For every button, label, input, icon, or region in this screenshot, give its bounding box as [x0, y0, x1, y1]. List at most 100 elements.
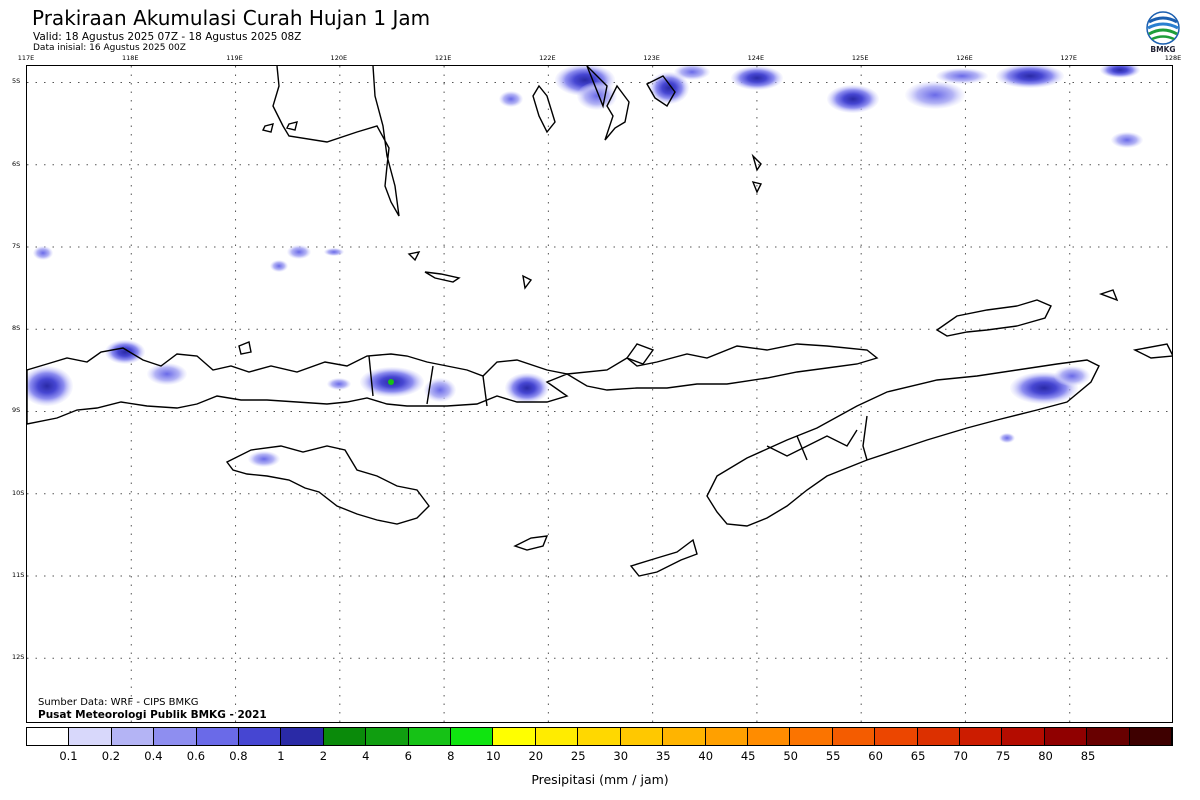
colorbar-tick-label: 2: [319, 749, 328, 763]
map-canvas: [27, 66, 1172, 722]
rain-area: [1111, 132, 1143, 148]
rain-area: [731, 66, 783, 90]
colorbar-swatch: [408, 728, 452, 745]
longitude-label: 128E: [1164, 54, 1182, 62]
colorbar-swatch: [959, 728, 1003, 745]
colorbar-swatch: [281, 728, 324, 745]
colorbar-swatch: [154, 728, 197, 745]
coastline: [564, 343, 879, 391]
colorbar-tick-label: 75: [995, 749, 1011, 763]
rain-area: [827, 85, 879, 113]
colorbar-label: Presipitasi (mm / jam): [531, 772, 669, 787]
latitude-label: 5S: [12, 77, 21, 86]
colorbar-swatch: [832, 728, 876, 745]
colorbar-swatch: [196, 728, 240, 745]
longitude-label: 120E: [330, 54, 348, 62]
latitude-label: 9S: [12, 406, 21, 415]
colorbar-tick-label: 0.1: [59, 749, 78, 763]
coastline: [426, 365, 434, 405]
coastline: [424, 271, 461, 283]
rain-peak: [388, 379, 394, 385]
colorbar-tick-label: 45: [740, 749, 756, 763]
coastlines: [27, 66, 1172, 577]
colorbar-swatch: [663, 728, 706, 745]
longitude-label: 121E: [434, 54, 452, 62]
rain-area: [936, 68, 988, 84]
longitude-label: 117E: [17, 54, 35, 62]
colorbar-swatch: [875, 728, 918, 745]
colorbar-tick-label: 0.4: [144, 749, 163, 763]
rain-area: [248, 451, 280, 467]
colorbar-swatch: [1044, 728, 1088, 745]
rain-area: [324, 248, 344, 256]
latitude-label: 11S: [12, 570, 25, 579]
colorbar-tick-label: 0.8: [229, 749, 248, 763]
colorbar-swatch: [578, 728, 621, 745]
map-title: Prakiraan Akumulasi Curah Hujan 1 Jam: [32, 6, 431, 30]
rain-area: [674, 66, 710, 80]
colorbar-swatch: [705, 728, 748, 745]
colorbar-swatch: [535, 728, 579, 745]
colorbar-tick-label: 50: [783, 749, 798, 763]
colorbar-tick-label: 55: [825, 749, 841, 763]
coastline: [751, 153, 762, 172]
coastline: [862, 415, 868, 461]
coastline: [1132, 343, 1172, 359]
colorbar-tick-label: 0.6: [186, 749, 206, 763]
rain-area: [270, 260, 288, 272]
colorbar-tick-label: 30: [613, 749, 629, 763]
colorbar-swatch: [1002, 728, 1045, 745]
coastline: [368, 355, 374, 397]
latitude-label: 7S: [12, 241, 21, 250]
colorbar-tick-label: 4: [362, 749, 370, 763]
colorbar-swatch: [27, 728, 70, 745]
colorbar-swatch: [620, 728, 664, 745]
rain-area: [327, 378, 351, 390]
colorbar-tick-label: 1: [277, 749, 285, 763]
longitude-label: 124E: [747, 54, 765, 62]
rain-area: [147, 363, 187, 385]
coastline: [706, 359, 1100, 527]
colorbar-tick-label: 6: [404, 749, 412, 763]
coastline: [285, 121, 298, 131]
colorbar-swatch: [451, 728, 494, 745]
bmkg-logo-icon: [1146, 11, 1180, 45]
colorbar-ticks: 0.1 0.2 0.4 0.6 0.8 1 2 4 6 8 10 20 25 30 35 40 45 50 55 60…: [26, 749, 1173, 763]
longitude-label: 118E: [122, 54, 139, 62]
colorbar-swatch: [1087, 728, 1130, 745]
rain-area: [27, 366, 73, 406]
colorbar-swatch: [747, 728, 791, 745]
coastline: [272, 66, 400, 217]
colorbar-tick-label: 0.2: [101, 749, 121, 763]
bmkg-logo: BMKG: [1143, 10, 1183, 58]
rain-area: [505, 373, 549, 403]
coastline: [629, 538, 698, 577]
colorbar-swatch: [111, 728, 155, 745]
rain-area: [1054, 366, 1090, 386]
colorbar-swatch: [790, 728, 833, 745]
rain-area: [33, 246, 53, 260]
rain-area: [499, 91, 523, 107]
coastline: [751, 180, 763, 194]
colorbar-swatch: [69, 728, 112, 745]
source-line-1: Sumber Data: WRF - CIPS BMKG: [38, 697, 199, 708]
latitude-label: 12S: [12, 653, 25, 662]
longitude-label: 119E: [226, 54, 243, 62]
coastline: [482, 375, 488, 407]
rain-areas: [27, 66, 1143, 467]
colorbar-swatch: [493, 728, 536, 745]
logo-label: BMKG: [1150, 45, 1176, 54]
colorbar-tick-label: 10: [485, 749, 501, 763]
colorbar-swatch: [366, 728, 409, 745]
colorbar-tick-label: 70: [953, 749, 968, 763]
colorbar-tick-label: 20: [528, 749, 544, 763]
rain-area: [905, 81, 965, 109]
colorbar: [26, 727, 1173, 746]
colorbar-tick-label: 35: [655, 749, 671, 763]
longitude-label: 126E: [956, 54, 973, 62]
coastline: [796, 435, 808, 461]
colorbar-tick-label: 85: [1080, 749, 1096, 763]
coastline: [27, 347, 570, 425]
rain-area: [996, 66, 1064, 88]
colorbar-tick-label: 65: [910, 749, 926, 763]
